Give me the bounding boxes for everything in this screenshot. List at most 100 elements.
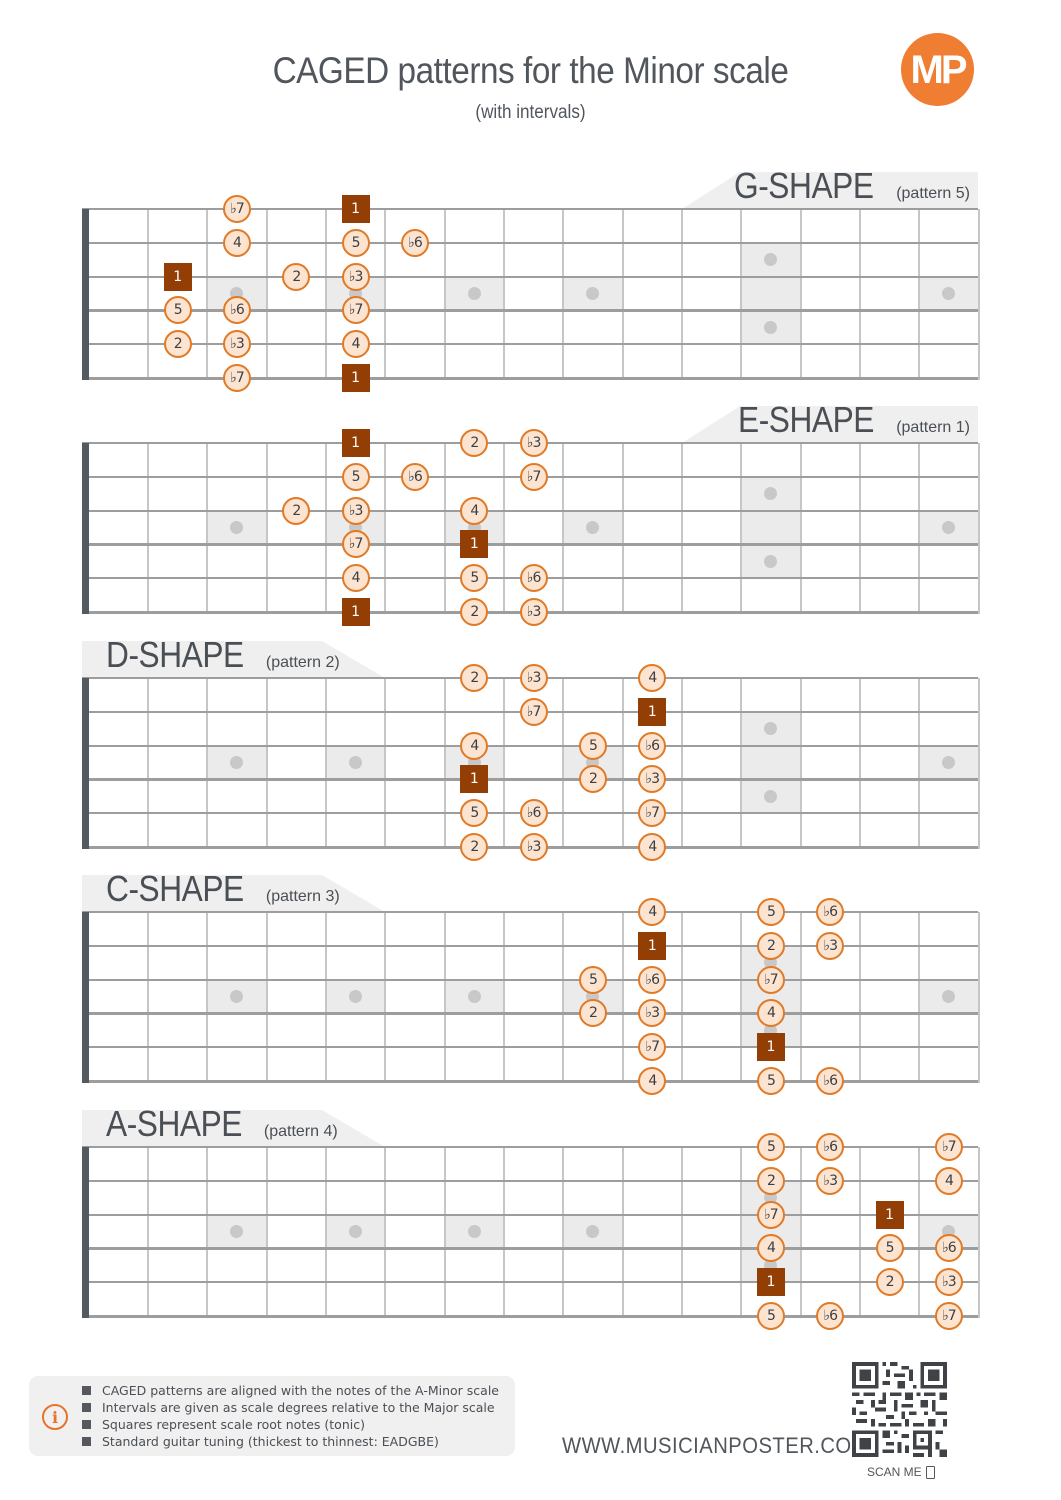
fret-line bbox=[680, 209, 683, 380]
fret-line bbox=[147, 1147, 149, 1318]
fret-line bbox=[740, 1147, 743, 1318]
scale-note: 2 bbox=[875, 1268, 904, 1297]
a-shape-fretboard: 5 ♭6 ♭7 2 ♭3 4 ♭7 1 4 5 ♭6 1 2 ♭3 5 ♭6 ♭7 bbox=[82, 1133, 980, 1330]
fret-line bbox=[206, 209, 209, 380]
scale-note: ♭6 bbox=[519, 564, 548, 593]
fret-line bbox=[502, 443, 505, 614]
fret-line bbox=[621, 209, 624, 380]
inlay-dot-icon bbox=[764, 789, 778, 803]
scale-note: ♭7 bbox=[341, 296, 370, 325]
fret-line bbox=[740, 443, 743, 614]
inlay-dot-icon bbox=[230, 990, 244, 1003]
scale-note: ♭6 bbox=[519, 799, 548, 828]
string-D bbox=[82, 1012, 978, 1015]
fret-line bbox=[977, 912, 980, 1083]
scale-note: ♭7 bbox=[519, 462, 548, 491]
scale-note: ♭3 bbox=[638, 999, 667, 1028]
fret-line bbox=[384, 443, 387, 614]
string-G bbox=[82, 744, 978, 747]
inlay-dot-icon bbox=[349, 1225, 363, 1238]
scale-note: ♭7 bbox=[638, 799, 667, 828]
inlay-dot-icon bbox=[764, 487, 778, 501]
scale-note: ♭3 bbox=[638, 765, 667, 794]
string-B bbox=[82, 1179, 978, 1182]
c-shape-fretboard: 4 5 ♭6 1 2 ♭3 5 ♭6 ♭7 2 ♭3 4 ♭7 1 4 5 ♭6 bbox=[82, 898, 980, 1095]
fret-line bbox=[858, 443, 861, 614]
scale-note: 2 bbox=[578, 999, 607, 1028]
root-note: 1 bbox=[341, 364, 370, 392]
scale-note: ♭6 bbox=[816, 1133, 845, 1161]
root-note: 1 bbox=[638, 697, 667, 726]
fret-line bbox=[918, 1147, 921, 1318]
fret-line bbox=[265, 912, 268, 1083]
inlay-dot-icon bbox=[942, 756, 956, 769]
logo[interactable]: MP bbox=[901, 33, 974, 106]
fret-line bbox=[443, 443, 446, 614]
shape-pattern: (pattern 3) bbox=[265, 888, 340, 905]
fret-line bbox=[384, 1147, 387, 1318]
fret-line bbox=[502, 1147, 505, 1318]
root-note: 1 bbox=[756, 1268, 785, 1297]
fret-line bbox=[740, 209, 743, 380]
fret-line bbox=[206, 1147, 209, 1318]
e-shape-fretboard: 1 2 ♭3 5 ♭6 ♭7 2 ♭3 4 ♭7 1 4 5 ♭6 1 2 ♭3 bbox=[82, 429, 980, 626]
scale-note: ♭6 bbox=[638, 731, 667, 760]
fret-line bbox=[621, 678, 624, 849]
nut bbox=[82, 912, 89, 1083]
scale-note: 2 bbox=[460, 429, 489, 457]
scale-note: 4 bbox=[756, 999, 785, 1028]
fret-line bbox=[443, 209, 446, 380]
shape-title: E-SHAPE (pattern 1) bbox=[738, 406, 970, 441]
scale-note: 4 bbox=[638, 833, 667, 861]
string-e bbox=[82, 911, 978, 913]
fret-line bbox=[502, 678, 505, 849]
string-G bbox=[82, 275, 978, 278]
scale-note: ♭3 bbox=[519, 664, 548, 692]
g-shape-title-tab: G-SHAPE (pattern 5) bbox=[682, 172, 978, 209]
fret-line bbox=[680, 912, 683, 1083]
scale-note: 4 bbox=[222, 228, 251, 257]
scale-note: ♭7 bbox=[934, 1302, 963, 1330]
g-shape-section: G-SHAPE (pattern 5) ♭7 1 4 5 ♭6 1 2 ♭3 5 ♭6 ♭7 2 ♭3 4 ♭… bbox=[0, 172, 1061, 392]
d-shape-title-tab: D-SHAPE (pattern 2) bbox=[82, 641, 385, 678]
fret-line bbox=[562, 443, 565, 614]
string-e bbox=[82, 1146, 978, 1148]
fret-line bbox=[206, 443, 209, 614]
string-E bbox=[82, 376, 978, 380]
fret-line bbox=[147, 209, 149, 380]
scale-note: ♭3 bbox=[934, 1268, 963, 1297]
scale-note: 4 bbox=[638, 1067, 667, 1095]
fret-line bbox=[384, 678, 387, 849]
string-D bbox=[82, 309, 978, 312]
fret-line bbox=[621, 1147, 624, 1318]
fret-line bbox=[858, 678, 861, 849]
fret-line bbox=[265, 678, 268, 849]
inlay-dot-icon bbox=[230, 521, 244, 534]
fret-line bbox=[621, 912, 624, 1083]
website-link[interactable]: WWW.MUSICIANPOSTER.COM bbox=[562, 1433, 869, 1458]
fret-line bbox=[562, 1147, 565, 1318]
root-note: 1 bbox=[460, 765, 489, 794]
qr-code[interactable] bbox=[852, 1362, 947, 1457]
scale-note: 2 bbox=[282, 496, 311, 525]
scale-note: ♭7 bbox=[519, 697, 548, 726]
shape-pattern: (pattern 5) bbox=[896, 185, 970, 202]
page-subtitle: (with intervals) bbox=[475, 102, 586, 123]
inlay-dot-icon bbox=[942, 990, 956, 1003]
info-list: CAGED patterns are aligned with the note… bbox=[82, 1382, 499, 1450]
string-A bbox=[82, 342, 978, 346]
inlay-dot-icon bbox=[586, 1225, 600, 1238]
a-shape-section: A-SHAPE (pattern 4) 5 ♭6 ♭7 2 ♭3 4 ♭7 1 4 5 ♭6 1 2 ♭3 5… bbox=[0, 1110, 1061, 1330]
root-note: 1 bbox=[341, 195, 370, 223]
fret-line bbox=[562, 912, 565, 1083]
scale-note: ♭6 bbox=[638, 965, 667, 994]
scale-note: 5 bbox=[341, 228, 370, 257]
e-shape-section: E-SHAPE (pattern 1) 1 2 ♭3 5 ♭6 ♭7 2 ♭3 4 ♭7 1 4 5 ♭6 1… bbox=[0, 406, 1061, 626]
a-shape-title-tab: A-SHAPE (pattern 4) bbox=[82, 1110, 385, 1147]
fret-line bbox=[977, 209, 980, 380]
fret-line bbox=[918, 443, 921, 614]
scale-note: 5 bbox=[578, 965, 607, 994]
inlay-dot-icon bbox=[586, 287, 600, 300]
fret-line bbox=[562, 678, 565, 849]
fret-line bbox=[918, 678, 921, 849]
